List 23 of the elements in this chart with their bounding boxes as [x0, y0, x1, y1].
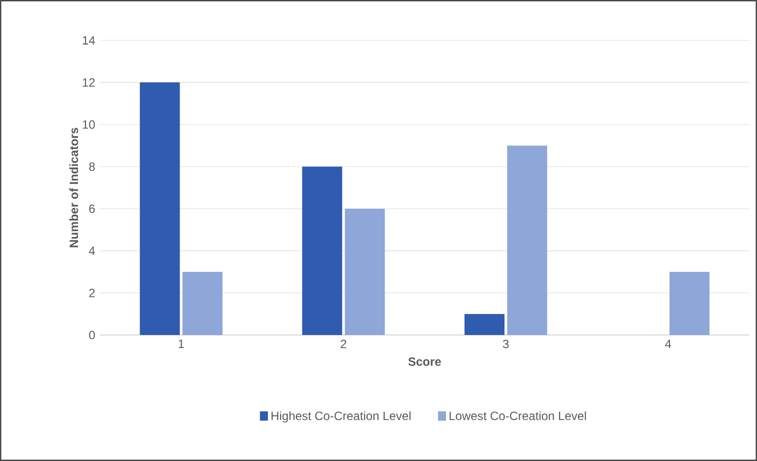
bar [464, 314, 505, 335]
x-tick-label: 4 [665, 340, 672, 348]
bar [670, 272, 710, 335]
bar [140, 82, 180, 335]
x-tick-label: 1 [178, 340, 184, 348]
legend-label: Highest Co-Creation Level [272, 411, 410, 423]
y-axis-title: Number of Indicators [69, 128, 78, 248]
x-axis-title: Score [408, 357, 441, 366]
bar [182, 272, 223, 335]
legend-label: Lowest Co-Creation Level [450, 411, 586, 420]
bar [302, 166, 342, 335]
x-tick-label: 3 [502, 340, 509, 348]
y-tick-label: 12 [82, 78, 95, 87]
y-tick-label: 8 [89, 162, 95, 171]
y-tick-label: 6 [89, 204, 95, 213]
y-tick-label: 2 [89, 288, 95, 298]
y-tick-label: 14 [82, 36, 95, 44]
y-tick-label: 4 [88, 246, 95, 255]
y-tick-label: 0 [89, 330, 95, 340]
bar [344, 208, 385, 335]
x-tick-label: 2 [340, 340, 346, 348]
y-tick-label: 10 [82, 120, 95, 129]
bar [507, 146, 548, 335]
